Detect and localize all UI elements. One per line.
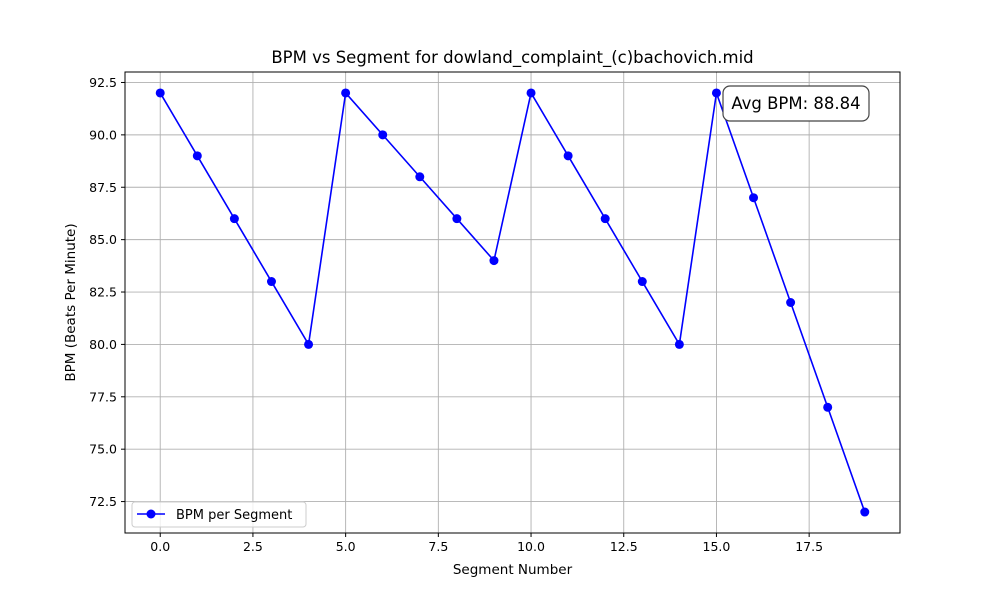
data-point [452, 214, 462, 224]
x-tick-label: 7.5 [428, 539, 448, 554]
legend-label: BPM per Segment [176, 508, 292, 523]
data-point [711, 88, 721, 98]
y-tick-label: 87.5 [89, 180, 117, 195]
x-tick-label: 0.0 [150, 539, 170, 554]
data-point [637, 277, 647, 287]
legend: BPM per Segment [131, 501, 307, 528]
x-tick-label: 10.0 [517, 539, 545, 554]
avg-annotation-text: Avg BPM: 88.84 [731, 94, 860, 113]
data-point [860, 507, 870, 517]
data-point [304, 339, 314, 349]
data-point [749, 193, 759, 203]
x-axis-label: Segment Number [453, 562, 573, 578]
x-tick-label: 17.5 [795, 539, 823, 554]
y-tick-label: 82.5 [89, 285, 117, 300]
chart-title: BPM vs Segment for dowland_complaint_(c)… [271, 48, 753, 68]
data-point [341, 88, 351, 98]
series-line [159, 90, 866, 513]
y-tick-label: 90.0 [89, 127, 117, 142]
x-tick-label: 2.5 [243, 539, 263, 554]
data-point [192, 151, 202, 161]
data-point [229, 214, 239, 224]
y-tick-label: 80.0 [89, 337, 117, 352]
data-point [155, 88, 165, 98]
data-point [489, 256, 499, 266]
data-point [823, 402, 833, 412]
y-tick-label: 92.5 [89, 75, 117, 90]
data-point [563, 151, 573, 161]
avg-annotation-box [722, 85, 870, 122]
data-point [415, 172, 425, 182]
y-tick-label: 72.5 [89, 494, 117, 509]
plot-frame [124, 71, 901, 534]
x-tick-label: 15.0 [703, 539, 731, 554]
data-point [674, 339, 684, 349]
y-axis-label: BPM (Beats Per Minute) [63, 223, 79, 381]
legend-box [131, 501, 307, 528]
y-tick-label: 75.0 [89, 442, 117, 457]
data-point [786, 298, 796, 307]
x-tick-label: 12.5 [610, 539, 638, 554]
data-point [266, 277, 276, 287]
series-layer [155, 88, 870, 517]
data-point [526, 88, 536, 98]
data-point [600, 214, 610, 224]
y-tick-label: 85.0 [89, 232, 117, 247]
x-tick-label: 5.0 [336, 539, 356, 554]
avg-annotation: Avg BPM: 88.84 [722, 85, 870, 122]
data-point [378, 130, 388, 140]
axis-ticks: 0.0 2.5 5.0 7.5 10.0 12.5 15.0 17.5 72.5 75.0 77.5… [89, 75, 823, 554]
y-tick-label: 77.5 [89, 389, 117, 404]
legend-marker-swatch [146, 509, 156, 519]
